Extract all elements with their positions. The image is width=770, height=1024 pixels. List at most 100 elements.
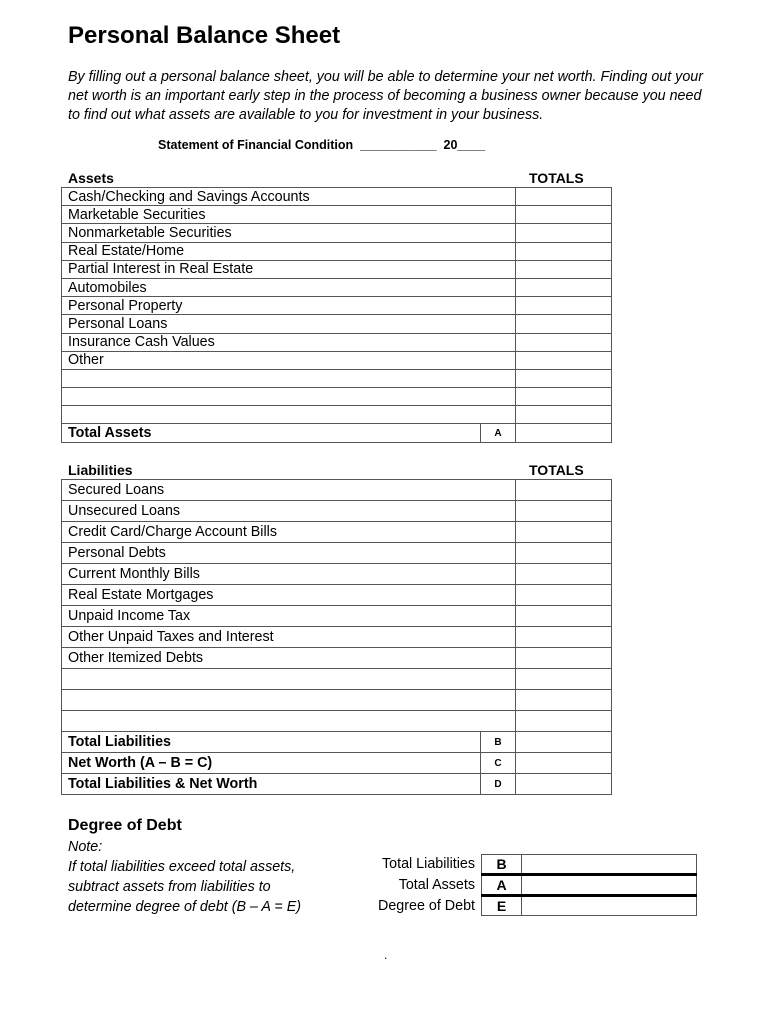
row-label: Nonmarketable Securities bbox=[61, 223, 516, 243]
note-text: If total liabilities exceed total assets… bbox=[68, 859, 301, 915]
dd-label: Degree of Debt bbox=[378, 898, 475, 914]
note-label: Note: bbox=[68, 839, 103, 855]
table-row bbox=[61, 689, 612, 711]
table-row: Personal Debts bbox=[61, 542, 612, 564]
table-row: Other Unpaid Taxes and Interest bbox=[61, 626, 612, 648]
dd-letter: B bbox=[481, 854, 522, 876]
row-label: Other Unpaid Taxes and Interest bbox=[61, 626, 516, 648]
row-letter: C bbox=[480, 752, 516, 774]
table-row bbox=[61, 405, 612, 425]
footer-mark: . bbox=[384, 948, 388, 962]
row-label bbox=[61, 387, 516, 407]
liabilities-totals-header: TOTALS bbox=[529, 462, 584, 478]
amount-field[interactable] bbox=[515, 521, 612, 543]
table-row: Real Estate/Home bbox=[61, 241, 612, 261]
table-row: Partial Interest in Real Estate bbox=[61, 259, 612, 279]
liabilities-header: Liabilities bbox=[68, 462, 133, 478]
dd-value-field[interactable] bbox=[521, 874, 697, 897]
row-label: Personal Property bbox=[61, 296, 516, 316]
row-label: Credit Card/Charge Account Bills bbox=[61, 521, 516, 543]
amount-field[interactable] bbox=[515, 689, 612, 711]
amount-field[interactable] bbox=[515, 277, 612, 298]
amount-field[interactable] bbox=[515, 186, 612, 207]
row-label: Net Worth (A – B = C) bbox=[61, 752, 481, 774]
dd-letter: E bbox=[481, 895, 522, 916]
amount-field[interactable] bbox=[515, 350, 612, 370]
amount-field[interactable] bbox=[515, 500, 612, 522]
row-label: Unsecured Loans bbox=[61, 500, 516, 522]
assets-totals-header: TOTALS bbox=[529, 170, 584, 186]
row-label bbox=[61, 689, 516, 711]
table-row bbox=[61, 668, 612, 690]
row-label: Total Liabilities bbox=[61, 731, 481, 753]
table-row bbox=[61, 710, 612, 732]
amount-field[interactable] bbox=[515, 405, 612, 425]
degree-of-debt-title: Degree of Debt bbox=[68, 817, 182, 834]
amount-field[interactable] bbox=[515, 731, 612, 753]
amount-field[interactable] bbox=[515, 296, 612, 316]
row-letter: A bbox=[480, 423, 516, 443]
amount-field[interactable] bbox=[515, 542, 612, 564]
row-label: Partial Interest in Real Estate bbox=[61, 259, 516, 279]
table-row: Total Assets A bbox=[61, 423, 612, 443]
row-label: Personal Loans bbox=[61, 314, 516, 334]
amount-field[interactable] bbox=[515, 368, 612, 389]
amount-field[interactable] bbox=[515, 332, 612, 352]
table-row: Nonmarketable Securities bbox=[61, 223, 612, 243]
row-label bbox=[61, 710, 516, 732]
row-label bbox=[61, 668, 516, 690]
amount-field[interactable] bbox=[515, 563, 612, 585]
table-row: Other bbox=[61, 350, 612, 370]
row-label: Real Estate Mortgages bbox=[61, 584, 516, 606]
table-row bbox=[61, 368, 612, 389]
table-row: Current Monthly Bills bbox=[61, 563, 612, 585]
amount-field[interactable] bbox=[515, 259, 612, 279]
table-row: Personal Property bbox=[61, 296, 612, 316]
dd-value-field[interactable] bbox=[521, 854, 697, 876]
table-row: Unsecured Loans bbox=[61, 500, 612, 522]
degree-of-debt-table: B A E bbox=[481, 854, 697, 916]
row-label: Total Liabilities & Net Worth bbox=[61, 773, 481, 795]
table-row: Net Worth (A – B = C) C bbox=[61, 752, 612, 774]
table-row: Other Itemized Debts bbox=[61, 647, 612, 669]
table-row: Unpaid Income Tax bbox=[61, 605, 612, 627]
row-label: Insurance Cash Values bbox=[61, 332, 516, 352]
amount-field[interactable] bbox=[515, 605, 612, 627]
dd-label: Total Liabilities bbox=[382, 856, 475, 872]
amount-field[interactable] bbox=[515, 752, 612, 774]
degree-of-debt-note: Note: If total liabilities exceed total … bbox=[68, 837, 328, 917]
amount-field[interactable] bbox=[515, 423, 612, 443]
row-label: Real Estate/Home bbox=[61, 241, 516, 261]
amount-field[interactable] bbox=[515, 647, 612, 669]
table-row: Total Liabilities B bbox=[61, 731, 612, 753]
row-label: Total Assets bbox=[61, 423, 481, 443]
amount-field[interactable] bbox=[515, 314, 612, 334]
row-label: Cash/Checking and Savings Accounts bbox=[61, 186, 516, 207]
assets-table: Cash/Checking and Savings Accounts Market… bbox=[61, 186, 612, 443]
row-label: Other bbox=[61, 350, 516, 370]
amount-field[interactable] bbox=[515, 773, 612, 795]
row-label: Current Monthly Bills bbox=[61, 563, 516, 585]
amount-field[interactable] bbox=[515, 223, 612, 243]
amount-field[interactable] bbox=[515, 584, 612, 606]
table-row: Insurance Cash Values bbox=[61, 332, 612, 352]
intro-text: By filling out a personal balance sheet,… bbox=[68, 69, 703, 123]
amount-field[interactable] bbox=[515, 710, 612, 732]
amount-field[interactable] bbox=[515, 387, 612, 407]
table-row: Real Estate Mortgages bbox=[61, 584, 612, 606]
amount-field[interactable] bbox=[515, 626, 612, 648]
dd-label: Total Assets bbox=[398, 877, 475, 893]
amount-field[interactable] bbox=[515, 241, 612, 261]
row-letter: D bbox=[480, 773, 516, 795]
amount-field[interactable] bbox=[515, 205, 612, 225]
assets-header: Assets bbox=[68, 170, 114, 186]
table-row: Cash/Checking and Savings Accounts bbox=[61, 186, 612, 207]
row-label: Personal Debts bbox=[61, 542, 516, 564]
table-row: Automobiles bbox=[61, 277, 612, 298]
dd-letter: A bbox=[481, 874, 522, 897]
dd-value-field[interactable] bbox=[521, 895, 697, 916]
row-letter: B bbox=[480, 731, 516, 753]
amount-field[interactable] bbox=[515, 479, 612, 501]
amount-field[interactable] bbox=[515, 668, 612, 690]
